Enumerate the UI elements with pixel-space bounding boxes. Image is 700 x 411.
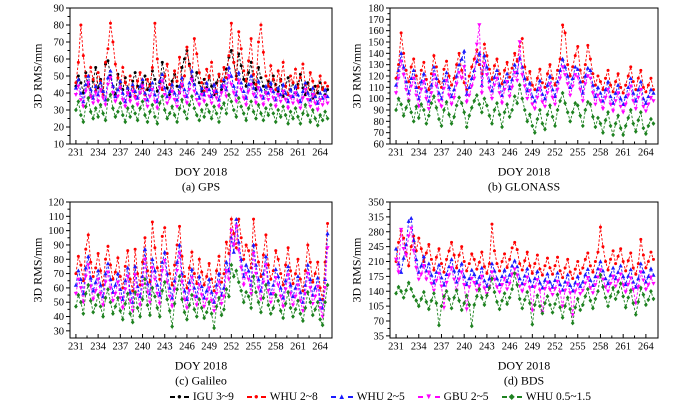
caption-gps: (a) GPS: [181, 179, 221, 194]
y-axis-label-bds: 3D RMS/mm: [349, 237, 364, 303]
y-axis-label-galileo: 3D RMS/mm: [30, 237, 45, 303]
x-axis-label-bds: DOY 2018: [497, 358, 551, 373]
legend-dash: [516, 396, 522, 398]
legend-label: GBU 2~5: [443, 391, 489, 403]
legend-dash: [434, 396, 440, 398]
legend-label: WHU 2~5: [356, 391, 405, 403]
legend-label: IGU 3~9: [192, 391, 234, 403]
legend-dash: [347, 396, 353, 398]
legend-label: WHU 0.5~1.5: [525, 391, 592, 403]
x-axis-label-galileo: DOY 2018: [174, 358, 228, 373]
caption-glonass: (b) GLONASS: [487, 179, 561, 194]
triangle-up-marker-icon: ▲: [337, 392, 346, 401]
legend-dash: [246, 396, 252, 398]
legend-dash: [330, 396, 336, 398]
circle-marker-icon: ●: [176, 392, 182, 401]
legend-item-2: ▲ WHU 2~5: [330, 391, 405, 403]
x-axis-label-glonass: DOY 2018: [497, 164, 551, 179]
legend-item-1: ● WHU 2~8: [246, 391, 318, 403]
legend-dash: [169, 396, 175, 398]
y-axis-label-glonass: 3D RMS/mm: [349, 43, 364, 109]
caption-galileo: (c) Galileo: [175, 373, 227, 388]
legend-dash: [260, 396, 266, 398]
legend: ● IGU 3~9 ● WHU 2~8 ▲ WHU 2~5 ▼ GBU 2~5 ◆ WHU 0.5…: [60, 388, 700, 406]
y-axis-label-gps: 3D RMS/mm: [30, 43, 45, 109]
legend-item-0: ● IGU 3~9: [169, 391, 234, 403]
legend-dash: [417, 396, 423, 398]
circle-marker-icon: ●: [253, 392, 259, 401]
triangle-down-marker-icon: ▼: [424, 392, 433, 401]
legend-dash: [501, 396, 507, 398]
diamond-marker-icon: ◆: [508, 392, 515, 401]
caption-bds: (d) BDS: [503, 373, 545, 388]
legend-dash: [183, 396, 189, 398]
legend-item-3: ▼ GBU 2~5: [417, 391, 489, 403]
legend-item-4: ◆ WHU 0.5~1.5: [501, 391, 591, 403]
legend-label: WHU 2~8: [269, 391, 318, 403]
x-axis-label-gps: DOY 2018: [174, 164, 228, 179]
